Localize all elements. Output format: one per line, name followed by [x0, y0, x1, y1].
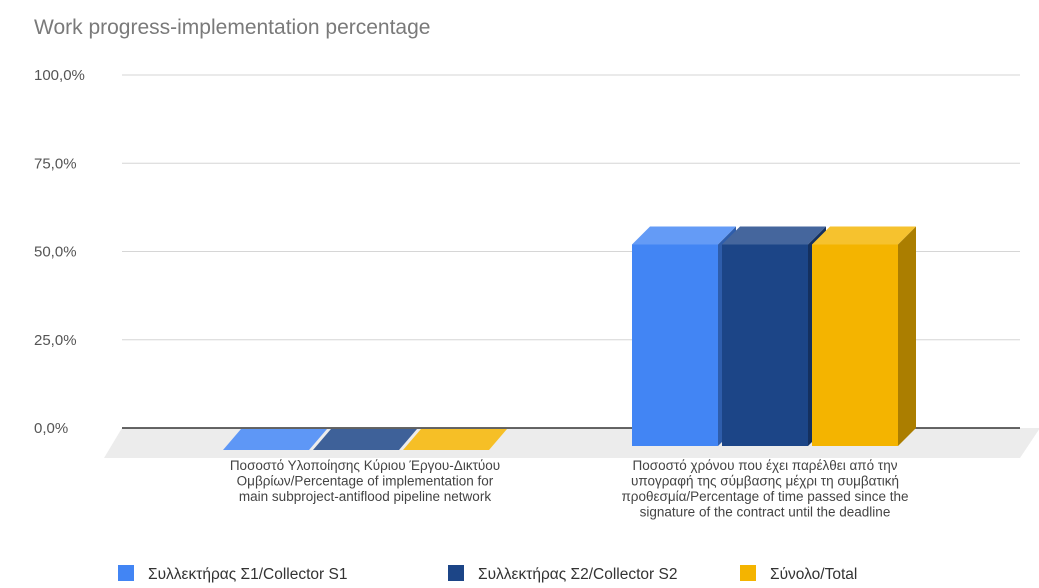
x-axis-categories: Ποσοστό Υλοποίησης Κύριου Έργου-Δικτύου Ο… — [230, 458, 909, 520]
bar-top-face — [722, 226, 826, 245]
bar — [223, 429, 327, 450]
y-tick-label: 100,0% — [34, 67, 85, 84]
bar-top-face — [812, 226, 916, 245]
legend-swatch — [118, 565, 134, 581]
legend-label: Σύνολο/Total — [770, 566, 857, 583]
y-tick-label: 75,0% — [34, 155, 77, 172]
y-tick-label: 25,0% — [34, 332, 77, 349]
bar — [722, 226, 826, 446]
bar-top-face — [403, 429, 507, 450]
y-tick-label: 50,0% — [34, 244, 77, 261]
chart-title: Work progress-implementation percentage — [34, 16, 431, 39]
bar-front-face — [722, 244, 808, 446]
bar — [403, 429, 507, 450]
bar-top-face — [223, 429, 327, 450]
bar-side-face — [898, 226, 916, 446]
bar-front-face — [812, 244, 898, 446]
legend-label: Συλλεκτήρας Σ1/Collector S1 — [148, 566, 347, 583]
x-category-label: Ποσοστό Υλοποίησης Κύριου Έργου-Δικτύου Ο… — [230, 458, 500, 504]
y-axis-ticks: 0,0% 25,0% 50,0% 75,0% 100,0% — [34, 67, 85, 437]
bar — [313, 429, 417, 450]
bar — [812, 226, 916, 446]
legend: Συλλεκτήρας Σ1/Collector S1 Συλλεκτήρας Σ… — [118, 565, 857, 583]
bar-top-face — [313, 429, 417, 450]
legend-label: Συλλεκτήρας Σ2/Collector S2 — [478, 566, 677, 583]
x-category-label: Ποσοστό χρόνου που έχει παρέλθει από την… — [621, 458, 908, 520]
y-tick-label: 0,0% — [34, 420, 68, 437]
legend-item: Σύνολο/Total — [740, 565, 857, 583]
bars — [223, 226, 916, 450]
legend-swatch — [740, 565, 756, 581]
legend-item: Συλλεκτήρας Σ2/Collector S2 — [448, 565, 677, 583]
legend-item: Συλλεκτήρας Σ1/Collector S1 — [118, 565, 347, 583]
bar-top-face — [632, 226, 736, 245]
bar — [632, 226, 736, 446]
legend-swatch — [448, 565, 464, 581]
bar-front-face — [632, 244, 718, 446]
